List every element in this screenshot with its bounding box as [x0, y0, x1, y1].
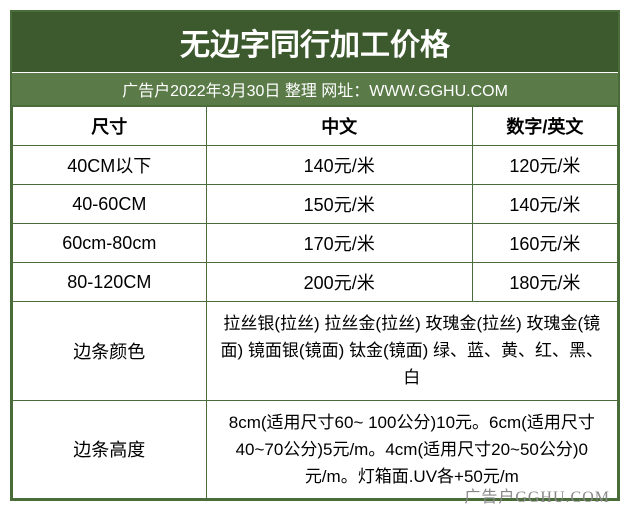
cell-chinese: 200元/米: [206, 263, 472, 302]
cell-chinese: 150元/米: [206, 185, 472, 224]
cell-chinese: 140元/米: [206, 146, 472, 185]
price-row: 40CM以下 140元/米 120元/米: [13, 146, 618, 185]
cell-size: 80-120CM: [13, 263, 207, 302]
header-size: 尺寸: [13, 107, 207, 146]
price-row: 80-120CM 200元/米 180元/米: [13, 263, 618, 302]
cell-size: 40CM以下: [13, 146, 207, 185]
cell-english: 120元/米: [472, 146, 617, 185]
extra-label: 边条颜色: [13, 302, 207, 401]
header-english: 数字/英文: [472, 107, 617, 146]
header-row: 尺寸 中文 数字/英文: [13, 107, 618, 146]
cell-english: 140元/米: [472, 185, 617, 224]
extra-row: 边条颜色 拉丝银(拉丝) 拉丝金(拉丝) 玫瑰金(拉丝) 玫瑰金(镜面) 镜面银…: [13, 302, 618, 401]
cell-size: 40-60CM: [13, 185, 207, 224]
cell-english: 160元/米: [472, 224, 617, 263]
extra-label: 边条高度: [13, 400, 207, 499]
cell-english: 180元/米: [472, 263, 617, 302]
cell-chinese: 170元/米: [206, 224, 472, 263]
cell-size: 60cm-80cm: [13, 224, 207, 263]
table-title: 无边字同行加工价格: [12, 12, 618, 73]
extra-desc: 拉丝银(拉丝) 拉丝金(拉丝) 玫瑰金(拉丝) 玫瑰金(镜面) 镜面银(镜面) …: [206, 302, 617, 401]
price-row: 40-60CM 150元/米 140元/米: [13, 185, 618, 224]
price-row: 60cm-80cm 170元/米 160元/米: [13, 224, 618, 263]
table-subtitle: 广告户2022年3月30日 整理 网址：WWW.GGHU.COM: [12, 73, 618, 106]
watermark: 广告户GGHU.COM: [464, 483, 610, 507]
price-table: 尺寸 中文 数字/英文 40CM以下 140元/米 120元/米 40-60CM…: [12, 106, 618, 499]
pricing-table: 无边字同行加工价格 广告户2022年3月30日 整理 网址：WWW.GGHU.C…: [10, 10, 620, 501]
header-chinese: 中文: [206, 107, 472, 146]
